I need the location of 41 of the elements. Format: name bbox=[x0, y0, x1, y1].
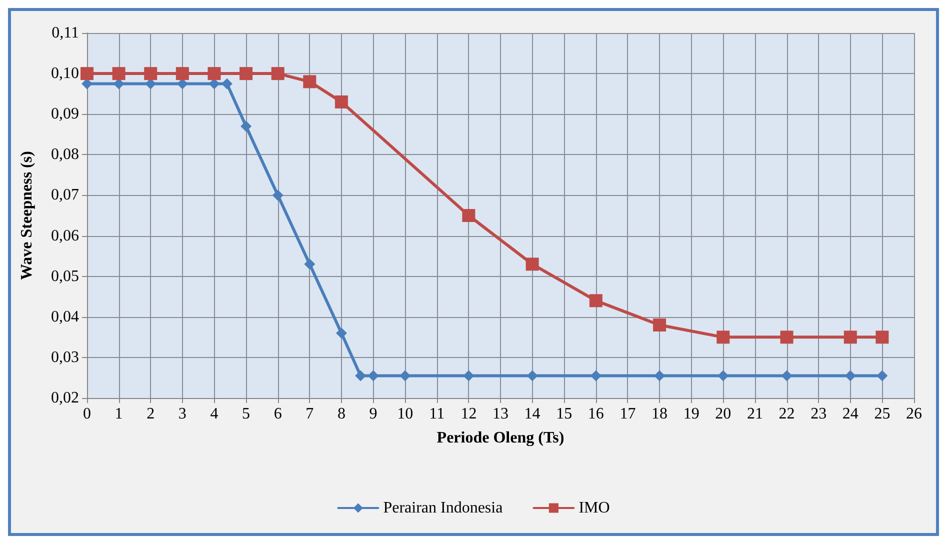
y-tick-label: 0,05 bbox=[51, 268, 79, 285]
x-tick-label: 7 bbox=[306, 406, 314, 422]
x-tick-label: 24 bbox=[842, 406, 858, 422]
x-tick-label: 26 bbox=[906, 406, 922, 422]
x-tick-label: 10 bbox=[397, 406, 414, 422]
x-tick-label: 16 bbox=[588, 406, 604, 422]
x-tick-label: 14 bbox=[524, 406, 540, 422]
x-tick-label: 19 bbox=[683, 406, 700, 422]
x-tick-label: 9 bbox=[369, 406, 378, 422]
y-tick-label: 0,02 bbox=[51, 390, 79, 406]
y-tick-label: 0,06 bbox=[51, 227, 79, 244]
legend-label: IMO bbox=[578, 500, 610, 516]
x-tick-label: 20 bbox=[715, 406, 732, 422]
y-tick-label: 0,03 bbox=[51, 348, 79, 366]
x-tick-label: 11 bbox=[429, 406, 445, 422]
legend-label: Perairan Indonesia bbox=[383, 500, 503, 516]
x-axis-title: Periode Oleng (Ts) bbox=[436, 430, 564, 446]
x-tick-label: 17 bbox=[620, 406, 636, 422]
x-tick-label: 12 bbox=[460, 406, 477, 422]
x-tick-label: 13 bbox=[492, 406, 508, 422]
x-tick-label: 25 bbox=[874, 406, 890, 422]
x-tick-label: 3 bbox=[178, 406, 186, 422]
x-tick-label: 2 bbox=[146, 406, 155, 422]
x-tick-label: 1 bbox=[114, 406, 123, 422]
y-tick-label: 0,11 bbox=[52, 24, 79, 42]
x-tick-label: 18 bbox=[652, 406, 668, 422]
y-tick-label: 0,04 bbox=[51, 308, 79, 326]
x-tick-label: 8 bbox=[337, 406, 346, 422]
y-tick-label: 0,10 bbox=[51, 65, 79, 82]
x-tick-label: 0 bbox=[83, 406, 91, 422]
x-tick-label: 6 bbox=[274, 406, 282, 422]
x-tick-label: 4 bbox=[210, 406, 218, 422]
y-tick-label: 0,09 bbox=[51, 106, 79, 123]
x-tick-label: 15 bbox=[556, 406, 572, 422]
x-tick-label: 5 bbox=[242, 406, 250, 422]
x-tick-label: 21 bbox=[746, 406, 763, 422]
y-tick-label: 0,07 bbox=[51, 186, 79, 204]
x-tick-label: 22 bbox=[778, 406, 795, 422]
x-tick-label: 23 bbox=[810, 406, 827, 422]
y-tick-label: 0,08 bbox=[51, 146, 79, 164]
y-axis-title: Wave Steepness (s) bbox=[18, 151, 36, 280]
